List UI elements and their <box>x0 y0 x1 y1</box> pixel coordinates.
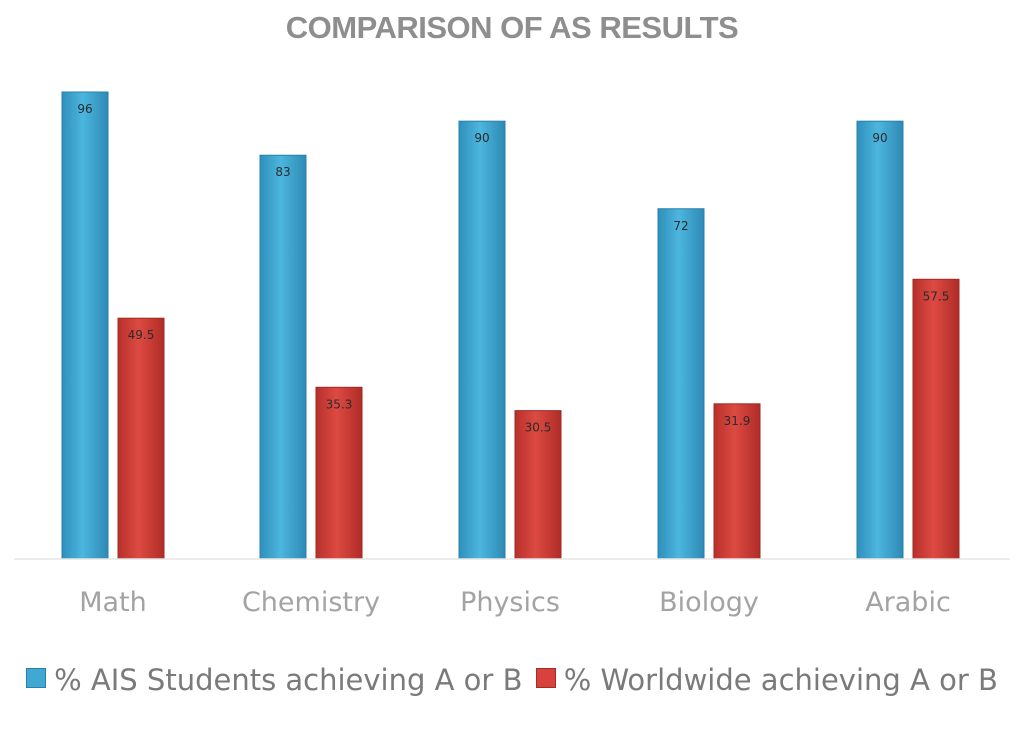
x-tick-label-math: Math <box>79 587 147 618</box>
data-label-ais-physics: 90 <box>474 131 489 145</box>
bar-worldwide-chemistry <box>315 386 363 560</box>
data-label-ais-chemistry: 83 <box>275 165 290 179</box>
x-tick-label-chemistry: Chemistry <box>242 587 380 618</box>
bar-worldwide-math <box>117 317 165 560</box>
bar-ais-arabic <box>856 120 904 560</box>
data-label-worldwide-math: 49.5 <box>128 328 155 342</box>
legend-swatch-worldwide <box>535 668 556 688</box>
legend-item-ais: % AIS Students achieving A or B <box>26 661 522 697</box>
x-tick-label-biology: Biology <box>659 587 759 618</box>
legend-item-worldwide: % Worldwide achieving A or B <box>535 661 998 697</box>
bar-worldwide-arabic <box>912 278 960 560</box>
data-label-ais-math: 96 <box>77 102 92 116</box>
data-label-ais-biology: 72 <box>673 219 688 233</box>
data-label-worldwide-biology: 31.9 <box>724 414 751 428</box>
chart-title: COMPARISON OF AS RESULTS <box>285 10 739 45</box>
legend: % AIS Students achieving A or B % Worldw… <box>0 660 1024 697</box>
x-tick-label-physics: Physics <box>460 587 560 618</box>
x-tick-label-arabic: Arabic <box>865 587 951 618</box>
bar-ais-math <box>61 91 109 560</box>
bar-ais-chemistry <box>259 154 307 560</box>
data-label-worldwide-physics: 30.5 <box>525 421 552 435</box>
legend-swatch-ais <box>26 668 47 688</box>
bar-worldwide-physics <box>514 410 562 560</box>
bar-worldwide-biology <box>713 403 761 560</box>
legend-label-worldwide: % Worldwide achieving A or B <box>563 663 998 697</box>
legend-label-ais: % AIS Students achieving A or B <box>54 663 523 697</box>
data-label-worldwide-chemistry: 35.3 <box>326 397 353 411</box>
bar-ais-physics <box>458 120 506 560</box>
data-label-worldwide-arabic: 57.5 <box>923 289 950 303</box>
bar-ais-biology <box>657 208 705 560</box>
data-label-ais-arabic: 90 <box>872 131 887 145</box>
